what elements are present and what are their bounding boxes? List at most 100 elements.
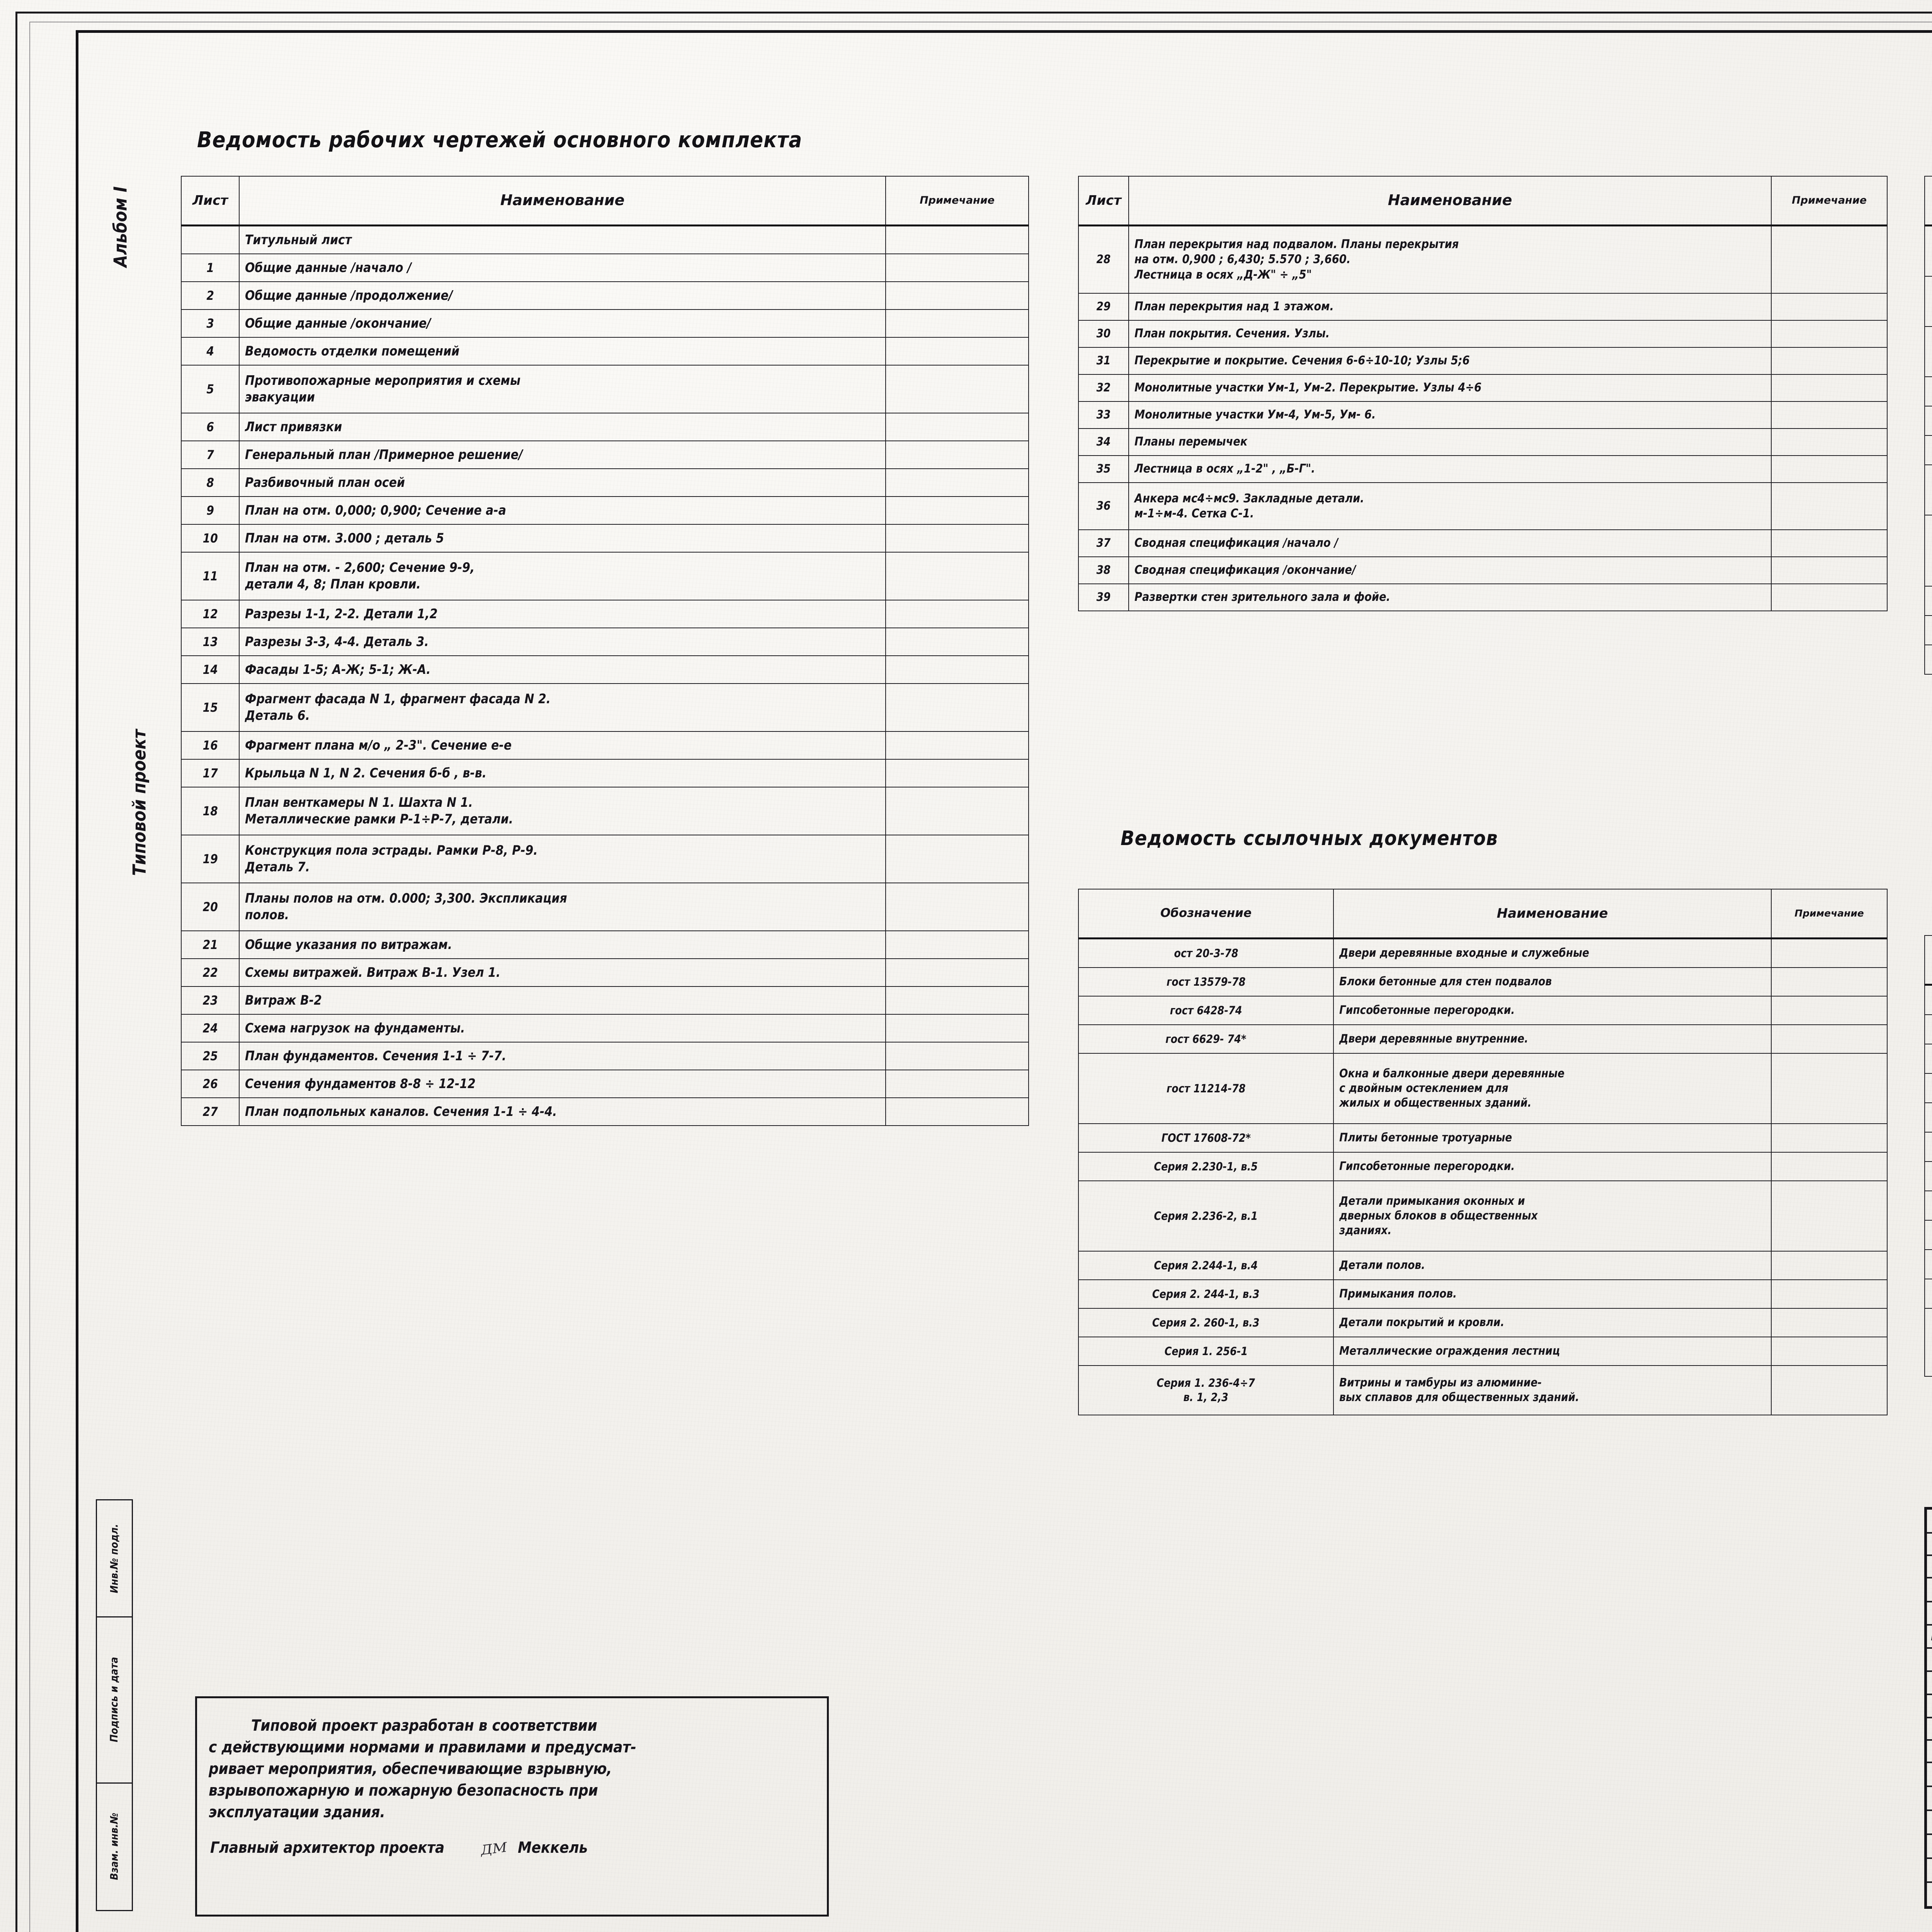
revision-grid-r1c0 [1926,1532,1932,1556]
col-header-note: Примечание [1771,176,1888,226]
row-note [885,787,1029,835]
row-sheet-number: 32 [1078,374,1129,402]
table-row: 39 Развертки стен зрительного зала и фойе… [1078,583,1888,611]
row-note [1771,347,1888,375]
row-name: Сводная спецификация /окончание/ [1128,556,1772,584]
row-sheet-number: 35 [1078,455,1129,483]
sheets-table-left: Лист Наименование Примечание Титульный л… [181,176,1029,1126]
row-note [885,731,1029,760]
row-sheet-number [181,225,240,254]
row-sheet-number: 14 [181,655,240,684]
revision-grid-r4c0 [1926,1601,1932,1626]
row-sheet-number: 37 [1078,529,1129,557]
col-header-note: Примечание [1771,889,1888,939]
row-note [885,524,1029,553]
row-note [1771,428,1888,456]
row-sheet-number: 4 [181,337,240,366]
row-note [1771,1123,1888,1153]
row-name: Конструкция пола эстрады. Рамки Р-8, Р-9… [239,835,886,883]
drawing-frame-inner [76,30,1932,1932]
chief-architect-name: Меккель [517,1839,588,1857]
row-note [885,683,1029,732]
row-name: Детали примыкания оконных и дверных блок… [1333,1180,1772,1252]
row-sheet-number: 19 [181,835,240,883]
row-name: План на отм. 3.000 ; деталь 5 [239,524,886,553]
table-row: Серия 2.230-1, в.5 Гипсобетонные перегоро… [1078,1152,1888,1181]
row-set-code: АСУ [1924,1308,1932,1377]
table-row: 23 Витраж В-2 [181,986,1029,1015]
row-doc-code: Серия 1. 236-4÷7 в. 1, 2,3 [1078,1365,1334,1415]
row-note [885,1042,1029,1070]
revision-grid-r3c0 [1926,1577,1932,1602]
row-note [1771,455,1888,483]
table-row: гост 6428-74 Гипсобетонные перегородки. [1078,996,1888,1025]
row-set-code: ОВ [1924,1132,1932,1162]
table-row: 5 Противопожарные мероприятия и схемы эва… [181,365,1029,413]
col-header-note: Примечание [885,176,1029,226]
title-block-role: Исполн. [1926,1857,1932,1883]
row-sheet-number: 15 [181,683,240,732]
table-row: Серия 1. 238-1 , в.1Железобетонные козыр… [1924,515,1932,587]
row-sheet-number: 3 [181,309,240,338]
row-name: Генеральный план /Примерное решение/ [239,440,886,469]
row-name: Витрины и тамбуры из алюминие- вых сплав… [1333,1365,1772,1415]
row-note [885,468,1029,497]
table-row: гост 11214-78 Окна и балконные двери дере… [1078,1053,1888,1124]
row-sheet-number: 36 [1078,482,1129,530]
general-note-line: с действующими нормами и правилами и пре… [209,1738,636,1756]
general-note-box: Типовой проект разработан в соответствии… [195,1696,829,1917]
general-note-line: эксплуатации здания. [209,1803,385,1821]
row-note [885,253,1029,282]
table-row: 27 План подпольных каналов. Сечения 1-1 ÷… [181,1097,1029,1126]
table-row: 25 План фундаментов. Сечения 1-1 ÷ 7-7. [181,1042,1029,1070]
row-doc-code: Серия 2. 260-1, в.3 [1078,1308,1334,1337]
table-row: Серия 1.112-5, в.1Плиты железобетонные д… [1924,225,1932,277]
col-header-code: Обозначение [1924,176,1932,226]
row-name: Фасады 1-5; А-Ж; 5-1; Ж-А. [239,655,886,684]
table-row: 36 Анкера мс4÷мс9. Закладные детали. м-1÷… [1078,482,1888,530]
row-doc-code: Серия 2. 244-1, в.3 [1078,1279,1334,1309]
table-row: 6 Лист привязки [181,413,1029,441]
title-block-role: Нач.отд. [1926,1786,1932,1811]
revision-grid-r8c0 [1926,1694,1932,1718]
row-note [885,413,1029,441]
row-name: Металлические ограждения лестниц [1333,1337,1772,1366]
drawing-frame-mid [29,22,1932,1932]
table-row: 30 План покрытия. Сечения. Узлы. [1078,320,1888,348]
row-note [885,1097,1029,1126]
row-name: Общие указания по витражам. [239,930,886,959]
row-note [1771,1337,1888,1366]
row-set-code: ЭО [1924,1249,1932,1279]
row-series-code: Серия 1. 241-1 , в.2 [1924,376,1932,406]
row-name: Планы полов на отм. 0.000; 3,300. Экспли… [239,883,886,931]
row-series-code: Серия 1. 155-1, в.1 [1924,586,1932,616]
row-name: Лестница в осях „1-2" , „Б-Г". [1128,455,1772,483]
revision-grid-r9c0 [1926,1717,1932,1741]
row-series-code: Серия 1. 225-2, в. 5 [1924,435,1932,465]
row-note [885,930,1029,959]
table-row: 31 Перекрытие и покрытие. Сечения 6-6÷10-… [1078,347,1888,375]
row-name: Витраж В-2 [239,986,886,1015]
inv-number-label-cell: Цнб.№ [1926,1624,1932,1649]
row-name: Монолитные участки Ум-1, Ум-2. Перекрыти… [1128,374,1772,402]
row-name: Ведомость отделки помещений [239,337,886,366]
table-row: СССвязь и сигнализация. [1924,1102,1932,1133]
row-note [885,883,1029,931]
row-note [1771,556,1888,584]
row-doc-code: гост 6629- 74* [1078,1024,1334,1054]
row-set-code: ЭС [1924,1190,1932,1221]
table-row: 17 Крыльца N 1, N 2. Сечения б-б , в-в. [181,759,1029,787]
row-sheet-number: 5 [181,365,240,413]
table-row: Серия 1. 225 -1Прогоны железобетонные [1924,406,1932,436]
row-doc-code: гост 6428-74 [1078,996,1334,1025]
row-name: План перекрытия над подвалом. Планы пере… [1128,225,1772,294]
row-note [1771,967,1888,997]
row-note [1771,374,1888,402]
col-header-name: Наименование [1128,176,1772,226]
table-row: 35 Лестница в осях „1-2" , „Б-Г". [1078,455,1888,483]
table-row: 38 Сводная спецификация /окончание/ [1078,556,1888,584]
table-row: 14 Фасады 1-5; А-Ж; 5-1; Ж-А. [181,655,1029,684]
row-note [885,600,1029,628]
row-sheet-number: 34 [1078,428,1129,456]
table-row: 11 План на отм. - 2,600; Сечение 9-9, дет… [181,552,1029,600]
